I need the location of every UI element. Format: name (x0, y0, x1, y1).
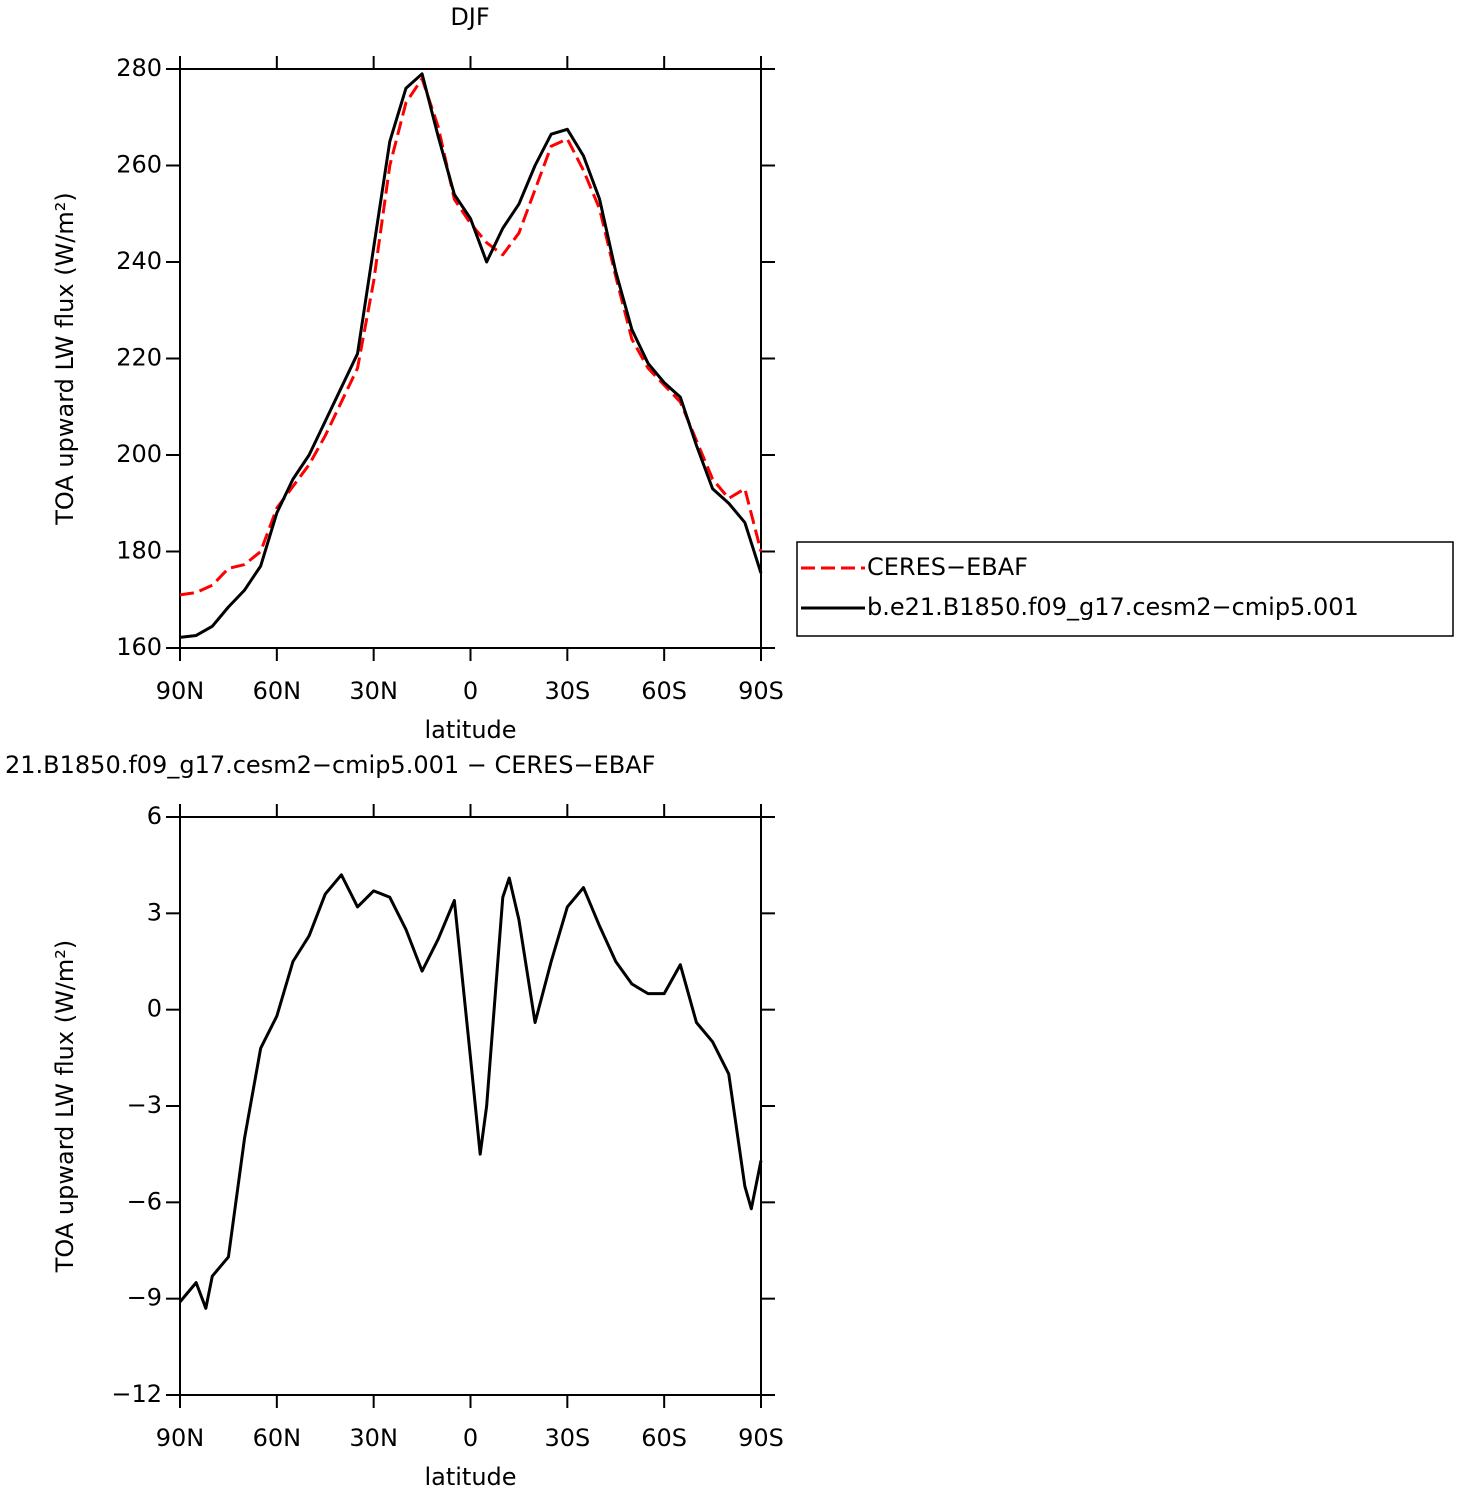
y-axis-label: TOA upward LW flux (W/m²) (51, 940, 79, 1274)
plot-frame (179, 816, 762, 1396)
chart-title: 21.B1850.f09_g17.cesm2−cmip5.001 − CERES… (5, 751, 655, 779)
y-tick-label: −3 (127, 1091, 162, 1119)
data-line (179, 72, 763, 639)
y-tick-label: 240 (116, 247, 162, 275)
y-axis-label: TOA upward LW flux (W/m²) (51, 192, 79, 526)
y-tick-label: 160 (116, 633, 162, 661)
y-tick-label: 6 (147, 802, 162, 830)
legend-label: CERES−EBAF (867, 553, 1028, 581)
y-tick-label: −6 (127, 1187, 162, 1215)
x-tick-label: 90N (156, 677, 205, 705)
y-tick-label: 0 (147, 995, 162, 1023)
y-tick-label: −12 (111, 1380, 162, 1408)
x-tick-label: 60S (641, 1424, 687, 1452)
x-tick-label: 90S (738, 677, 784, 705)
x-axis-label: latitude (424, 716, 516, 744)
data-line (178, 873, 763, 1310)
legend-box (796, 541, 1454, 637)
x-tick-label: 30N (349, 677, 398, 705)
y-tick-label: 220 (116, 344, 162, 372)
x-tick-label: 90N (156, 1424, 205, 1452)
y-tick-label: 200 (116, 440, 162, 468)
x-tick-label: 60N (253, 1424, 302, 1452)
x-tick-label: 60N (253, 677, 302, 705)
x-axis-label: latitude (424, 1463, 516, 1491)
x-tick-label: 30N (349, 1424, 398, 1452)
y-tick-label: 260 (116, 151, 162, 179)
x-tick-label: 90S (738, 1424, 784, 1452)
x-tick-label: 0 (463, 677, 478, 705)
legend-label: b.e21.B1850.f09_g17.cesm2−cmip5.001 (867, 593, 1359, 621)
x-tick-label: 0 (463, 1424, 478, 1452)
y-tick-label: 3 (147, 898, 162, 926)
y-tick-label: −9 (127, 1284, 162, 1312)
plot-frame (179, 68, 762, 649)
x-tick-label: 30S (544, 1424, 590, 1452)
chart-title: DJF (450, 3, 489, 31)
data-line (179, 77, 763, 597)
y-tick-label: 180 (116, 537, 162, 565)
y-tick-label: 280 (116, 54, 162, 82)
x-tick-label: 60S (641, 677, 687, 705)
x-tick-label: 30S (544, 677, 590, 705)
